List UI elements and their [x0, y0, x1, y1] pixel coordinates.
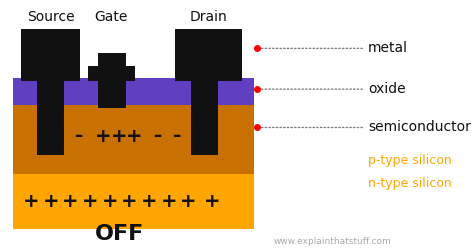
Bar	[191, 78, 218, 155]
Bar	[21, 28, 80, 80]
Text: +: +	[180, 192, 197, 211]
Text: +: +	[161, 192, 177, 211]
Text: metal: metal	[260, 41, 408, 55]
Text: Gate: Gate	[94, 10, 128, 24]
Text: Drain: Drain	[190, 10, 227, 24]
Text: –: –	[74, 127, 82, 145]
Text: n-type silicon: n-type silicon	[368, 176, 452, 190]
Text: +: +	[95, 126, 111, 146]
Text: p-type silicon: p-type silicon	[368, 154, 452, 167]
Text: oxide: oxide	[260, 82, 405, 96]
Bar	[175, 28, 242, 80]
Text: Source: Source	[27, 10, 74, 24]
Text: +: +	[62, 192, 79, 211]
Text: +: +	[42, 192, 59, 211]
Text: +: +	[110, 126, 127, 146]
Bar	[37, 78, 64, 155]
Bar	[88, 66, 136, 80]
Text: www.explainthatstuff.com: www.explainthatstuff.com	[274, 237, 392, 246]
Text: –: –	[35, 127, 43, 145]
Text: +: +	[23, 192, 39, 211]
Text: OFF: OFF	[95, 224, 144, 244]
Bar	[13, 100, 254, 229]
Text: –: –	[153, 127, 161, 145]
Text: +: +	[141, 192, 157, 211]
Bar	[13, 100, 254, 174]
Text: +: +	[121, 192, 138, 211]
Text: –: –	[192, 127, 201, 145]
Bar	[13, 78, 254, 105]
Bar	[98, 53, 126, 108]
Text: +: +	[101, 192, 118, 211]
Text: +: +	[127, 126, 143, 146]
Text: –: –	[55, 127, 63, 145]
Text: +: +	[82, 192, 98, 211]
Text: –: –	[173, 127, 181, 145]
Text: +: +	[204, 192, 220, 211]
Text: semiconductor: semiconductor	[260, 120, 471, 134]
